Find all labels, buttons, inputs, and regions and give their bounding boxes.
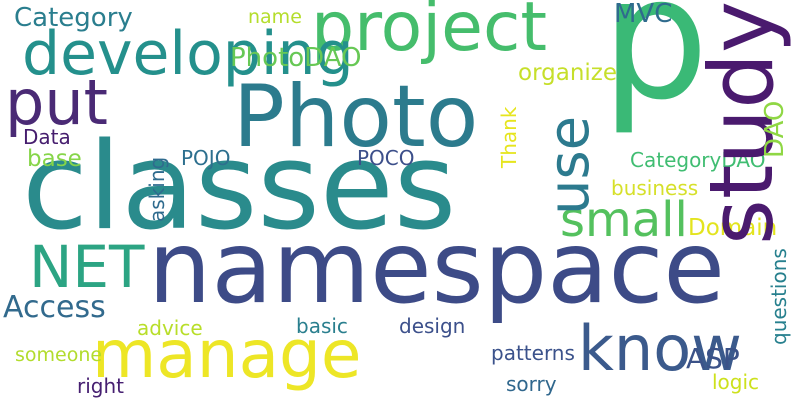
word-organize: Access bbox=[3, 290, 106, 325]
word-manage: put bbox=[5, 66, 108, 139]
word-classes: classes bbox=[22, 118, 457, 257]
word-access: ASP bbox=[686, 342, 740, 375]
word-mvc: know bbox=[578, 312, 742, 385]
word-advice: Data bbox=[23, 125, 71, 149]
word-developing: manage bbox=[92, 316, 362, 393]
word-net: use bbox=[537, 115, 602, 215]
word-patterns: advice bbox=[137, 316, 203, 340]
word-use: someone bbox=[15, 344, 103, 366]
word-sorry: basic bbox=[296, 314, 348, 338]
word-poco: organize bbox=[518, 60, 618, 86]
word-namespace: namespace bbox=[148, 209, 725, 326]
word-categorydao: POJO bbox=[181, 146, 231, 170]
word-pojo: Domain bbox=[688, 215, 778, 241]
word-logic: patterns bbox=[491, 341, 575, 365]
word-right: design bbox=[399, 314, 466, 338]
word-small: developing bbox=[22, 19, 354, 89]
word-project: project bbox=[311, 0, 548, 67]
word-dao: name bbox=[248, 6, 302, 28]
word-domain: Category bbox=[14, 3, 133, 33]
word-know: small bbox=[560, 192, 688, 248]
word-photo: Photo bbox=[233, 67, 479, 167]
word-design: business bbox=[611, 176, 699, 200]
word-asking: asking bbox=[145, 156, 169, 222]
word-name: right bbox=[77, 374, 124, 398]
word-base: PhotoDAO bbox=[230, 43, 362, 73]
word-someone: sorry bbox=[506, 372, 557, 396]
word-p: p bbox=[601, 0, 709, 138]
word-basic: CategoryDAO bbox=[630, 148, 766, 172]
word-business: POCO bbox=[357, 146, 415, 170]
word-photodao: DAO bbox=[760, 100, 790, 158]
word-data: base bbox=[27, 146, 82, 172]
word-questions: questions bbox=[767, 248, 791, 345]
word-asp: NET bbox=[29, 233, 145, 301]
word-study: logic bbox=[712, 370, 760, 394]
word-category: MVC bbox=[614, 0, 673, 29]
word-thank: Thank bbox=[497, 106, 521, 168]
